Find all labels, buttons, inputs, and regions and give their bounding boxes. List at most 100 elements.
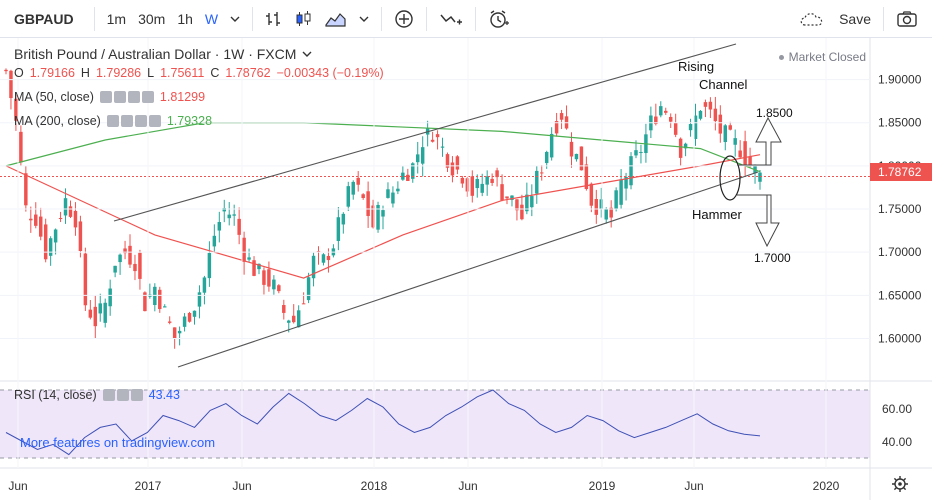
interval-30m[interactable]: 30m	[138, 10, 166, 27]
candle-body	[24, 173, 28, 206]
candle-body	[123, 248, 127, 254]
candle-body	[673, 122, 678, 135]
candle-body	[192, 310, 197, 317]
rsi-legend[interactable]: RSI (14, close) 43.43	[14, 388, 180, 402]
candle-body	[490, 178, 494, 183]
candle-body	[569, 141, 574, 157]
candle-body	[108, 288, 112, 307]
ma200-line	[5, 122, 761, 173]
candle-body	[530, 196, 534, 208]
candle-body	[366, 191, 370, 216]
candles-layer	[4, 68, 762, 349]
time-axis-label: Jun	[8, 479, 27, 493]
rsi-label: RSI (14, close)	[14, 388, 97, 402]
candle-body	[371, 205, 375, 228]
candle-body	[202, 277, 207, 293]
candle-body	[748, 156, 752, 167]
candle-body	[535, 170, 539, 194]
last-price-label: 1.78762	[878, 165, 922, 179]
indicator-controls[interactable]	[99, 91, 154, 103]
ma50-label: MA (50, close)	[14, 90, 94, 104]
ma200-legend[interactable]: MA (200, close) 1.79328	[14, 114, 212, 128]
candle-body	[495, 170, 499, 178]
candle-body	[262, 270, 266, 285]
rsi-layer	[5, 389, 761, 456]
candle-body	[758, 172, 762, 182]
add-indicator-icon[interactable]	[388, 9, 420, 29]
candle-body	[242, 237, 246, 262]
candle-body	[678, 138, 683, 158]
candle-body	[500, 184, 504, 201]
compare-icon[interactable]	[433, 10, 469, 28]
candle-body	[629, 156, 633, 186]
candle-body	[217, 222, 222, 231]
candle-body	[589, 183, 594, 206]
gear-icon[interactable]	[892, 476, 908, 492]
indicator-controls[interactable]	[102, 389, 143, 401]
candle-body	[351, 181, 355, 195]
candle-body	[450, 162, 455, 176]
camera-icon[interactable]	[890, 10, 932, 28]
interval-w[interactable]: W	[204, 10, 219, 27]
candle-body	[406, 174, 410, 181]
candle-body	[559, 113, 564, 120]
chevron-down-icon[interactable]	[353, 15, 375, 23]
ma50-legend[interactable]: MA (50, close) 1.81299	[14, 90, 205, 104]
area-chart-icon[interactable]	[319, 10, 353, 28]
price-axis-label: 1.90000	[878, 73, 922, 87]
interval-1h[interactable]: 1h	[177, 10, 193, 27]
chevron-down-icon[interactable]	[224, 15, 246, 23]
candle-body	[460, 177, 465, 184]
close-value: 1.78762	[225, 66, 271, 80]
candle-body	[624, 176, 628, 189]
candle-body	[257, 263, 261, 270]
price-axis-label: 1.75000	[878, 202, 922, 216]
chart-area[interactable]: 1.900001.850001.800001.750001.700001.650…	[0, 38, 932, 500]
symbol-label[interactable]: GBPAUD	[14, 10, 74, 27]
candle-body	[158, 289, 162, 310]
candle-body	[415, 154, 420, 163]
candle-body	[9, 70, 13, 99]
candle-body	[63, 198, 68, 216]
candle-body	[287, 320, 291, 323]
candle-body	[138, 252, 142, 279]
price-chart[interactable]: 1.900001.850001.800001.750001.700001.650…	[0, 38, 932, 500]
open-label: O	[14, 66, 24, 80]
candle-body	[683, 143, 688, 149]
candle-body	[341, 213, 346, 225]
rsi-line	[5, 389, 761, 456]
candle-body	[465, 178, 470, 192]
candle-body	[693, 115, 698, 139]
candle-body	[525, 194, 529, 212]
candle-body	[455, 156, 460, 170]
annotation-channel: Channel	[699, 77, 748, 92]
cloud-icon[interactable]	[793, 10, 833, 28]
top-toolbar: GBPAUD 1m 30m 1h W Save	[0, 0, 932, 38]
indicator-controls[interactable]	[106, 115, 161, 127]
low-label: L	[147, 66, 155, 80]
high-label: H	[80, 66, 90, 80]
chevron-down-icon[interactable]	[302, 50, 312, 58]
candle-body	[153, 286, 157, 305]
candle-body	[301, 303, 306, 305]
alert-icon[interactable]	[482, 9, 516, 29]
promo-link[interactable]: More features on tradingview.com	[20, 435, 216, 450]
bar-chart-icon[interactable]	[259, 10, 289, 28]
divider	[252, 6, 254, 31]
last-price-badge	[870, 163, 932, 181]
price-axis: 1.900001.850001.800001.750001.700001.650…	[0, 73, 922, 345]
rsi-axis-label-60: 60.00	[882, 402, 912, 416]
candle-body	[197, 292, 202, 307]
time-axis-label: Jun	[458, 479, 477, 493]
candles-icon[interactable]	[289, 10, 319, 28]
overlays-layer	[5, 122, 761, 279]
candle-body	[733, 138, 737, 145]
candle-body	[29, 218, 33, 221]
chart-title: British Pound / Australian Dollar · 1W ·…	[14, 46, 297, 62]
candle-body	[544, 151, 549, 164]
interval-1m[interactable]: 1m	[106, 10, 127, 27]
candle-body	[282, 305, 286, 313]
candle-body	[83, 253, 88, 306]
save-button[interactable]: Save	[839, 10, 871, 27]
candle-body	[38, 216, 43, 237]
